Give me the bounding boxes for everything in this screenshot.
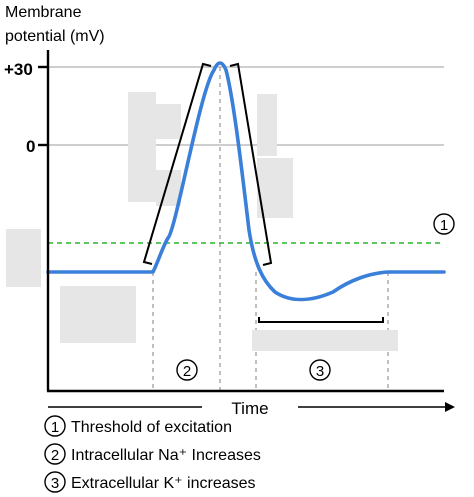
marker-2-number: 2	[183, 363, 191, 380]
legend-2-text: Intracellular Na⁺ Increases	[71, 447, 261, 464]
hidden-label-box	[156, 104, 181, 139]
hidden-label-box	[252, 330, 398, 351]
legend-2-circle	[44, 443, 66, 465]
legend-3-circle	[44, 471, 66, 493]
hidden-label-box	[6, 229, 41, 287]
legend-1-text: Threshold of excitation	[71, 419, 232, 436]
legend-3-text: Extracellular K⁺ increases	[71, 475, 256, 492]
y-axis-title-line2: potential (mV)	[5, 28, 105, 45]
hidden-label-box	[156, 170, 181, 206]
repolarization-bracket	[229, 62, 273, 266]
x-axis-label: Time	[231, 399, 268, 418]
depolarization-bracket	[142, 62, 212, 265]
hidden-label-box	[257, 158, 293, 218]
hidden-label-box	[60, 286, 136, 343]
legend-3-number: 3	[51, 475, 59, 492]
marker-3-number: 3	[316, 363, 324, 380]
y-tick-plus30: +30	[4, 60, 33, 79]
hyperpolarization-bracket	[258, 317, 384, 323]
y-tick-zero: 0	[26, 137, 35, 156]
time-arrow-head	[445, 402, 455, 412]
marker-3-circle	[309, 359, 331, 381]
y-axis-title-line1: Membrane	[5, 4, 82, 21]
marker-1-number: 1	[440, 217, 448, 234]
hidden-label-box	[257, 94, 277, 156]
hidden-label-box	[128, 92, 156, 202]
marker-2-circle	[176, 359, 198, 381]
action-potential-curve	[46, 61, 446, 302]
legend-1-number: 1	[51, 419, 59, 436]
legend-1-circle	[44, 415, 66, 437]
legend-2-number: 2	[51, 447, 59, 464]
marker-1-circle	[433, 213, 455, 235]
